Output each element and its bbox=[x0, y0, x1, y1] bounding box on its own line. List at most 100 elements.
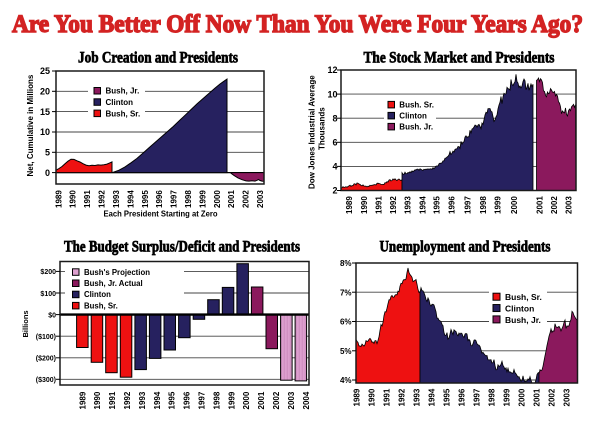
svg-text:Job Creation and Presidents: Job Creation and Presidents bbox=[78, 50, 238, 67]
svg-text:($200): ($200) bbox=[36, 356, 56, 363]
svg-text:Bush, Jr.: Bush, Jr. bbox=[106, 87, 140, 96]
svg-text:1995: 1995 bbox=[432, 196, 441, 214]
svg-text:Thousands: Thousands bbox=[318, 107, 327, 150]
svg-text:25: 25 bbox=[40, 66, 50, 76]
svg-text:1997: 1997 bbox=[463, 196, 472, 214]
svg-text:1989: 1989 bbox=[78, 391, 87, 409]
svg-text:$200: $200 bbox=[40, 269, 56, 276]
svg-text:1990: 1990 bbox=[360, 196, 369, 214]
svg-text:1996: 1996 bbox=[155, 190, 164, 208]
svg-text:Clinton: Clinton bbox=[84, 290, 111, 299]
svg-text:2003: 2003 bbox=[565, 196, 574, 214]
svg-text:2002: 2002 bbox=[548, 388, 557, 406]
svg-text:1990: 1990 bbox=[69, 190, 78, 208]
svg-text:1992: 1992 bbox=[98, 190, 107, 208]
svg-text:1996: 1996 bbox=[448, 196, 457, 214]
svg-text:1995: 1995 bbox=[168, 391, 177, 409]
svg-text:2000: 2000 bbox=[213, 190, 222, 208]
svg-text:8%: 8% bbox=[340, 259, 352, 268]
svg-text:2000: 2000 bbox=[242, 391, 251, 409]
svg-text:20: 20 bbox=[40, 87, 50, 97]
svg-text:1999: 1999 bbox=[198, 190, 207, 208]
svg-text:Dow Jones Industrial Average: Dow Jones Industrial Average bbox=[308, 75, 317, 189]
svg-text:1997: 1997 bbox=[473, 388, 482, 406]
svg-text:1989: 1989 bbox=[353, 388, 362, 406]
svg-text:Bush, Sr.: Bush, Sr. bbox=[106, 109, 141, 118]
svg-text:$100: $100 bbox=[40, 291, 56, 298]
svg-text:1991: 1991 bbox=[375, 196, 384, 214]
svg-text:1995: 1995 bbox=[141, 190, 150, 208]
svg-text:2000: 2000 bbox=[510, 196, 519, 214]
svg-text:1991: 1991 bbox=[383, 388, 392, 406]
svg-text:1992: 1992 bbox=[123, 391, 132, 409]
svg-text:Bush. Sr.: Bush. Sr. bbox=[399, 101, 434, 110]
svg-text:2001: 2001 bbox=[535, 196, 544, 214]
svg-text:Each President Starting at Zer: Each President Starting at Zero bbox=[104, 209, 218, 219]
svg-text:1993: 1993 bbox=[112, 190, 121, 208]
svg-text:2001: 2001 bbox=[533, 388, 542, 406]
svg-text:1996: 1996 bbox=[183, 391, 192, 409]
svg-text:1992: 1992 bbox=[389, 196, 398, 214]
svg-text:15: 15 bbox=[40, 107, 50, 117]
svg-text:Billions: Billions bbox=[21, 310, 30, 337]
svg-text:2002: 2002 bbox=[242, 190, 251, 208]
svg-text:10: 10 bbox=[327, 89, 337, 99]
svg-text:2: 2 bbox=[332, 186, 337, 196]
svg-text:1998: 1998 bbox=[184, 190, 193, 208]
svg-text:2000: 2000 bbox=[518, 388, 527, 406]
svg-text:2003: 2003 bbox=[563, 388, 572, 406]
svg-text:12: 12 bbox=[327, 65, 337, 75]
svg-text:1990: 1990 bbox=[93, 391, 102, 409]
svg-text:The Stock Market and President: The Stock Market and Presidents bbox=[364, 50, 555, 67]
svg-text:1992: 1992 bbox=[398, 388, 407, 406]
svg-text:($300): ($300) bbox=[36, 377, 56, 384]
svg-text:Unemployment and Presidents: Unemployment and Presidents bbox=[380, 239, 551, 256]
svg-text:1993: 1993 bbox=[138, 391, 147, 409]
svg-text:1999: 1999 bbox=[494, 196, 503, 214]
svg-text:2001: 2001 bbox=[227, 190, 236, 208]
svg-text:Bush, Sr.: Bush, Sr. bbox=[505, 292, 542, 302]
svg-text:Are You Better Off Now Than Yo: Are You Better Off Now Than You Were Fou… bbox=[12, 11, 583, 38]
svg-text:$0: $0 bbox=[48, 312, 56, 319]
svg-text:Bush, Sr.: Bush, Sr. bbox=[84, 301, 118, 310]
svg-text:1997: 1997 bbox=[198, 391, 207, 409]
svg-text:1993: 1993 bbox=[413, 388, 422, 406]
svg-text:1994: 1994 bbox=[418, 196, 427, 214]
svg-text:10: 10 bbox=[40, 127, 50, 137]
svg-text:Bush, Jr. Actual: Bush, Jr. Actual bbox=[84, 279, 143, 288]
svg-text:Bush. Jr.: Bush. Jr. bbox=[399, 123, 433, 132]
svg-text:1998: 1998 bbox=[479, 196, 488, 214]
svg-text:1993: 1993 bbox=[403, 196, 412, 214]
svg-text:1998: 1998 bbox=[212, 391, 221, 409]
svg-text:5: 5 bbox=[45, 147, 50, 157]
svg-text:1994: 1994 bbox=[428, 388, 437, 406]
svg-text:1994: 1994 bbox=[126, 190, 135, 208]
svg-text:1996: 1996 bbox=[458, 388, 467, 406]
svg-text:1998: 1998 bbox=[488, 388, 497, 406]
svg-text:Clinton: Clinton bbox=[106, 98, 134, 107]
svg-text:Net, Cumulative in Millions: Net, Cumulative in Millions bbox=[26, 74, 35, 176]
svg-text:2003: 2003 bbox=[256, 190, 265, 208]
svg-text:1995: 1995 bbox=[443, 388, 452, 406]
svg-text:1997: 1997 bbox=[170, 190, 179, 208]
svg-text:1990: 1990 bbox=[368, 388, 377, 406]
svg-text:2001: 2001 bbox=[257, 391, 266, 409]
svg-text:1999: 1999 bbox=[503, 388, 512, 406]
svg-text:2002: 2002 bbox=[272, 391, 281, 409]
svg-text:1989: 1989 bbox=[54, 190, 63, 208]
svg-text:1999: 1999 bbox=[227, 391, 236, 409]
svg-text:2002: 2002 bbox=[550, 196, 559, 214]
svg-text:1991: 1991 bbox=[108, 391, 117, 409]
svg-text:Bush's Projection: Bush's Projection bbox=[84, 268, 150, 277]
svg-text:0: 0 bbox=[45, 168, 50, 178]
svg-text:1991: 1991 bbox=[83, 190, 92, 208]
svg-text:2003: 2003 bbox=[287, 391, 296, 409]
svg-text:4%: 4% bbox=[340, 376, 352, 385]
svg-text:6: 6 bbox=[332, 138, 337, 148]
svg-text:Clinton: Clinton bbox=[505, 304, 534, 314]
svg-text:2004: 2004 bbox=[302, 391, 311, 409]
svg-text:7%: 7% bbox=[340, 288, 352, 297]
svg-text:1989: 1989 bbox=[345, 196, 354, 214]
svg-text:5%: 5% bbox=[340, 347, 352, 356]
svg-text:Bush, Jr.: Bush, Jr. bbox=[505, 315, 541, 325]
